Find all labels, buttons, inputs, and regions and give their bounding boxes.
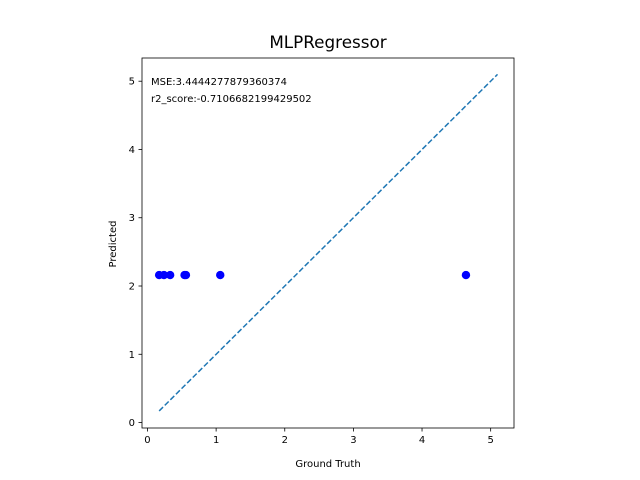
plot-frame — [141, 57, 515, 429]
x-tick-label: 2 — [282, 435, 288, 446]
annotation-group: MSE:3.4444277879360374 r2_score:-0.71066… — [151, 77, 312, 105]
data-point — [216, 270, 225, 280]
y-tick-label: 4 — [129, 145, 135, 156]
data-point — [165, 270, 175, 280]
y-tick-label: 1 — [129, 350, 135, 361]
data-point — [181, 270, 191, 280]
x-tick-label: 0 — [144, 435, 150, 446]
y-tick-label: 2 — [129, 282, 135, 293]
r2-score-annotation: r2_score:-0.7106682199429502 — [151, 94, 312, 105]
x-tick-label: 3 — [350, 435, 356, 446]
x-tick-label: 5 — [487, 435, 493, 446]
chart-title: MLPRegressor — [269, 32, 386, 52]
y-axis-title: Predicted — [108, 221, 119, 268]
x-tick-label: 4 — [419, 435, 425, 446]
reference-line — [158, 73, 499, 412]
y-tick-label: 3 — [129, 213, 135, 224]
x-tick-label: 1 — [213, 435, 219, 446]
data-point — [461, 270, 471, 280]
plot-area: 0 1 2 3 4 5 0 1 2 3 4 5 — [129, 57, 515, 446]
x-axis-title: Ground Truth — [295, 459, 360, 470]
y-tick-label: 5 — [129, 77, 135, 88]
data-point — [159, 270, 169, 280]
y-tick-label: 0 — [129, 418, 135, 429]
mse-annotation: MSE:3.4444277879360374 — [151, 77, 287, 88]
